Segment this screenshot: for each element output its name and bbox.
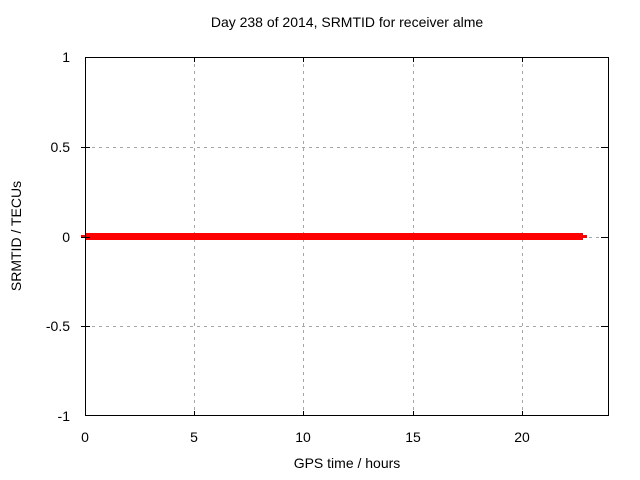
y-tick-right [601,147,609,148]
x-tick-top [522,57,523,62]
x-tick-label: 20 [514,429,530,445]
y-tick-right [601,237,609,238]
x-tick-label: 5 [190,429,198,445]
y-gridline [85,147,609,148]
y-tick-label: 0.5 [50,139,70,155]
y-tick-left [81,147,90,148]
x-tick-label: 10 [295,429,311,445]
x-tick-bottom [194,411,195,416]
x-tick-bottom [522,411,523,416]
x-tick-top [194,57,195,62]
y-tick-label: -0.5 [45,318,70,334]
x-tick-bottom [413,411,414,416]
data-line-srmtid [85,233,583,240]
y-tick-left [81,326,90,327]
y-tick-label: -1 [57,408,70,424]
y-tick-label: 0 [62,229,70,245]
chart-title: Day 238 of 2014, SRMTID for receiver alm… [210,14,484,30]
data-line-cap-left [81,235,85,238]
x-tick-label: 15 [405,429,421,445]
y-tick-left [81,237,90,238]
y-gridline [85,326,609,327]
data-line-cap-right [582,235,587,238]
plot-area [85,57,609,416]
y-tick-right [601,326,609,327]
x-tick-label: 0 [81,429,89,445]
y-tick-label: 1 [62,49,70,65]
x-tick-bottom [303,411,304,416]
x-tick-top [303,57,304,62]
x-axis-label: GPS time / hours [293,455,401,471]
x-tick-top [413,57,414,62]
